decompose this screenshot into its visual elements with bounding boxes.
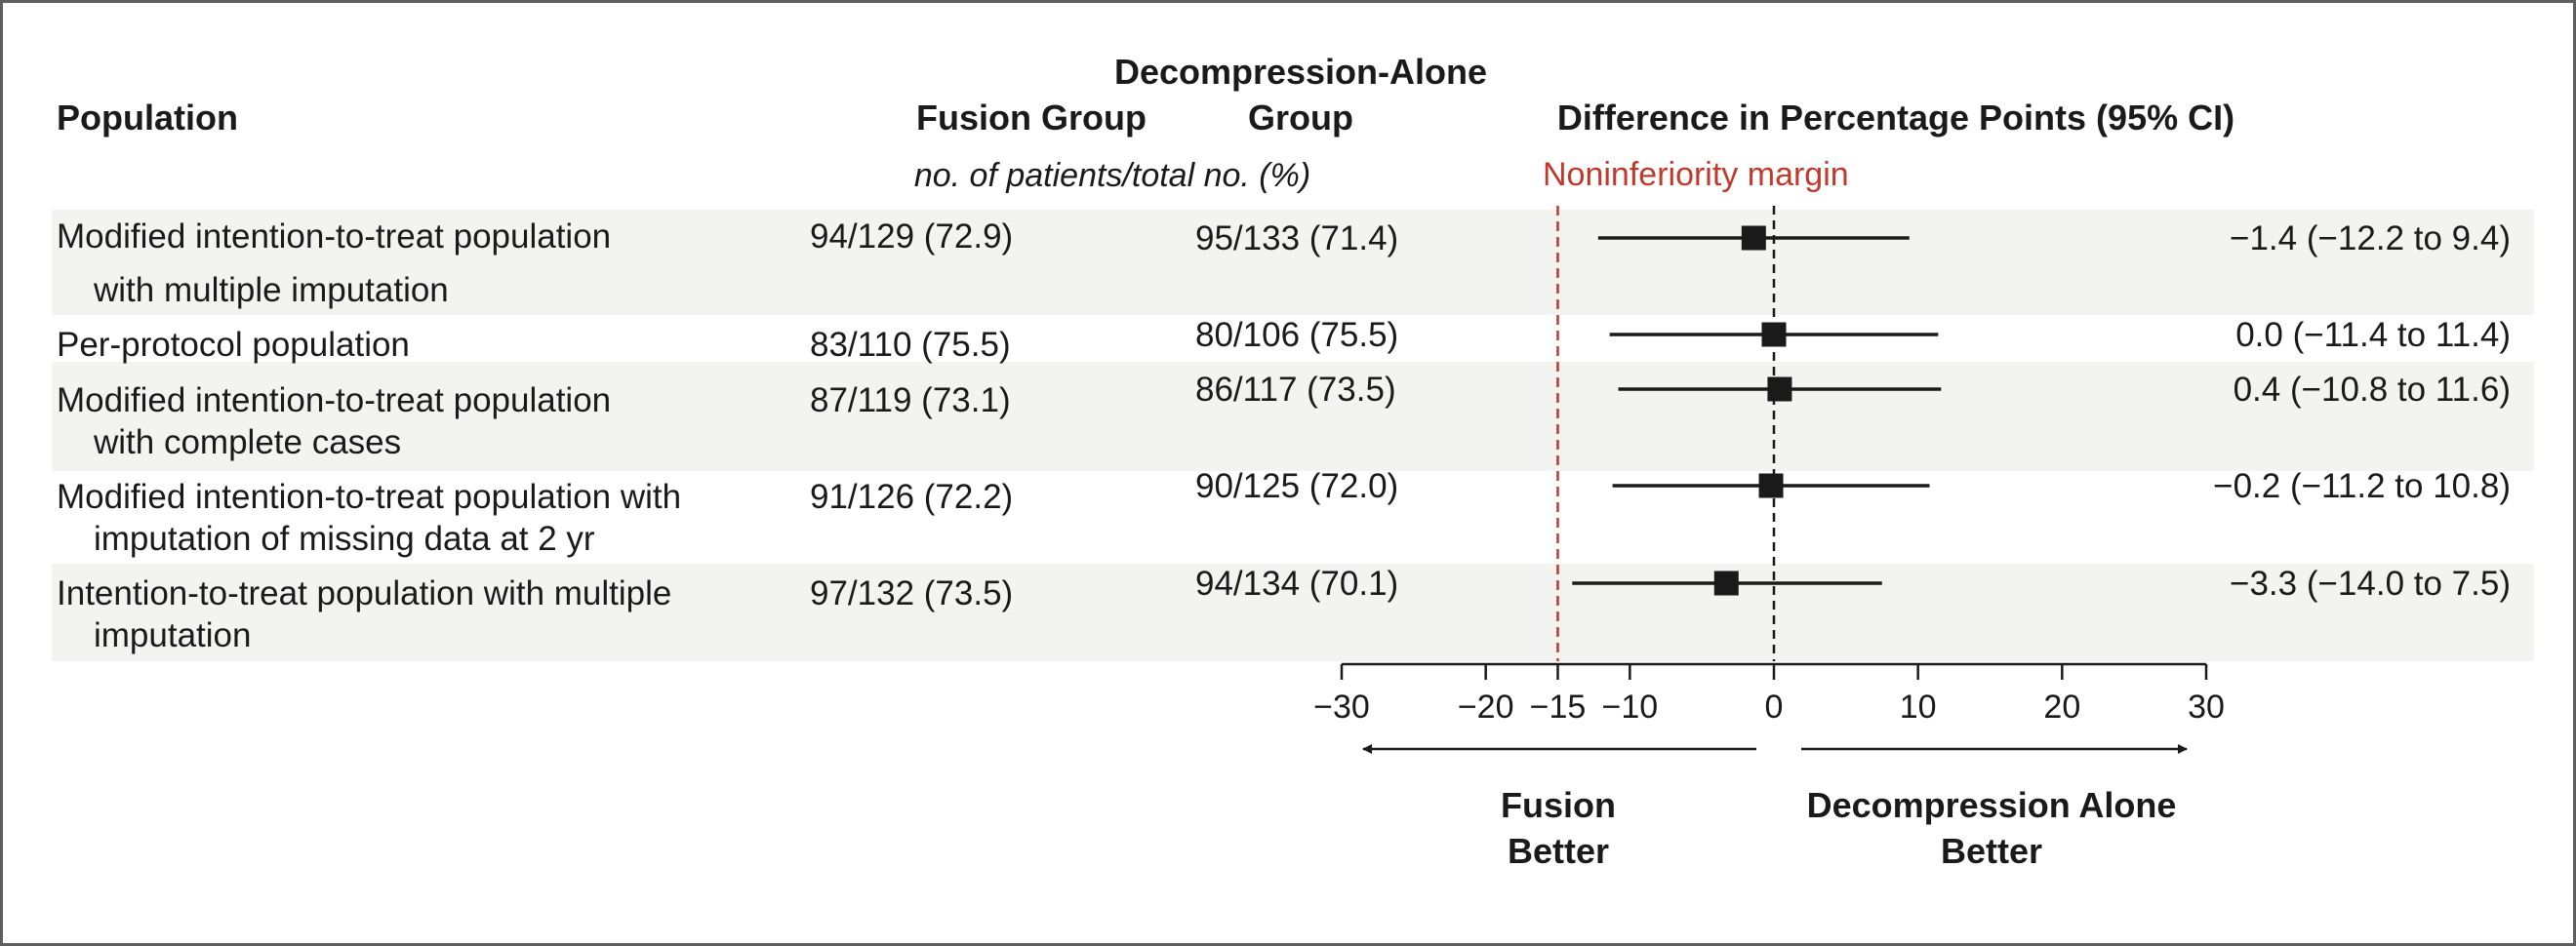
- point-estimate-marker: [1767, 376, 1792, 402]
- table-row: Modified intention-to-treat population wi…: [57, 371, 2511, 461]
- population-label-continued: imputation of missing data at 2 yr: [94, 520, 595, 558]
- decompression-group-value: 80/106 (75.5): [1195, 316, 1398, 354]
- population-label: Modified intention-to-treat population: [57, 381, 611, 419]
- table-row: Modified intention-to-treat population wi…: [57, 217, 2511, 309]
- population-label-continued: with multiple imputation: [93, 271, 449, 309]
- fusion-group-header: Fusion Group: [916, 98, 1147, 138]
- point-estimate-marker: [1758, 473, 1784, 498]
- row-band: [52, 564, 2534, 661]
- x-tick-label: −10: [1601, 689, 1658, 726]
- table-row: Modified intention-to-treat population w…: [57, 467, 2511, 558]
- decompression-group-header-line2: Group: [1248, 98, 1353, 138]
- difference-ci-value: −0.2 (−11.2 to 10.8): [2213, 467, 2511, 505]
- x-tick-label: −20: [1458, 689, 1514, 726]
- row-bands: [52, 210, 2534, 661]
- difference-ci-value: −3.3 (−14.0 to 7.5): [2230, 565, 2511, 603]
- row-band: [52, 210, 2534, 315]
- x-tick-label: −30: [1313, 689, 1370, 726]
- forest-rows: Modified intention-to-treat population wi…: [57, 217, 2511, 654]
- fusion-better-label-line2: Better: [1508, 831, 1609, 871]
- population-label: Modified intention-to-treat population: [57, 217, 611, 256]
- point-estimate-marker: [1741, 225, 1766, 251]
- row-band: [52, 362, 2534, 471]
- decompression-group-value: 90/125 (72.0): [1195, 467, 1398, 505]
- population-label: Modified intention-to-treat population w…: [57, 478, 681, 516]
- population-label-continued: with complete cases: [93, 423, 401, 461]
- decompression-better-label-line2: Better: [1941, 831, 2042, 871]
- difference-ci-value: −1.4 (−12.2 to 9.4): [2230, 219, 2511, 257]
- fusion-group-value: 83/110 (75.5): [810, 326, 1011, 364]
- difference-header: Difference in Percentage Points (95% CI): [1557, 98, 2234, 138]
- fusion-group-value: 87/119 (73.1): [810, 381, 1011, 419]
- noninferiority-margin-label: Noninferiority margin: [1543, 156, 1849, 193]
- difference-ci-value: 0.4 (−10.8 to 11.6): [2234, 371, 2511, 409]
- x-axis: −30 −20 −15 −10 0 10 20 30: [1313, 662, 2225, 726]
- table-row: Per-protocol population 83/110 (75.5) 80/1…: [57, 316, 2511, 364]
- decompression-group-value: 95/133 (71.4): [1195, 219, 1398, 257]
- x-tick-label: −15: [1530, 689, 1587, 726]
- decompression-group-value: 94/134 (70.1): [1195, 565, 1398, 603]
- population-label-continued: imputation: [94, 616, 251, 654]
- fusion-group-value: 97/132 (73.5): [810, 574, 1013, 612]
- fusion-group-value: 94/129 (72.9): [810, 217, 1013, 256]
- point-estimate-marker: [1761, 322, 1787, 347]
- x-tick-label: 10: [1900, 689, 1937, 726]
- x-tick-label: 0: [1765, 689, 1784, 726]
- x-tick-label: 30: [2188, 689, 2225, 726]
- fusion-better-label-line1: Fusion: [1501, 785, 1616, 825]
- fusion-group-value: 91/126 (72.2): [810, 478, 1013, 516]
- population-header: Population: [57, 98, 238, 138]
- table-row: Intention-to-treat population with multi…: [57, 565, 2511, 654]
- forest-plot: Population Fusion Group Decompression-Al…: [52, 52, 2534, 871]
- decompression-group-header-line1: Decompression-Alone: [1114, 52, 1487, 92]
- x-tick-label: 20: [2043, 689, 2080, 726]
- decompression-better-label-line1: Decompression Alone: [1807, 785, 2177, 825]
- population-label: Intention-to-treat population with multi…: [57, 574, 671, 612]
- decompression-group-value: 86/117 (73.5): [1195, 371, 1396, 409]
- point-estimate-marker: [1713, 571, 1739, 596]
- difference-ci-value: 0.0 (−11.4 to 11.4): [2235, 316, 2511, 354]
- population-label: Per-protocol population: [57, 326, 410, 364]
- counts-subheader: no. of patients/total no. (%): [914, 157, 1310, 194]
